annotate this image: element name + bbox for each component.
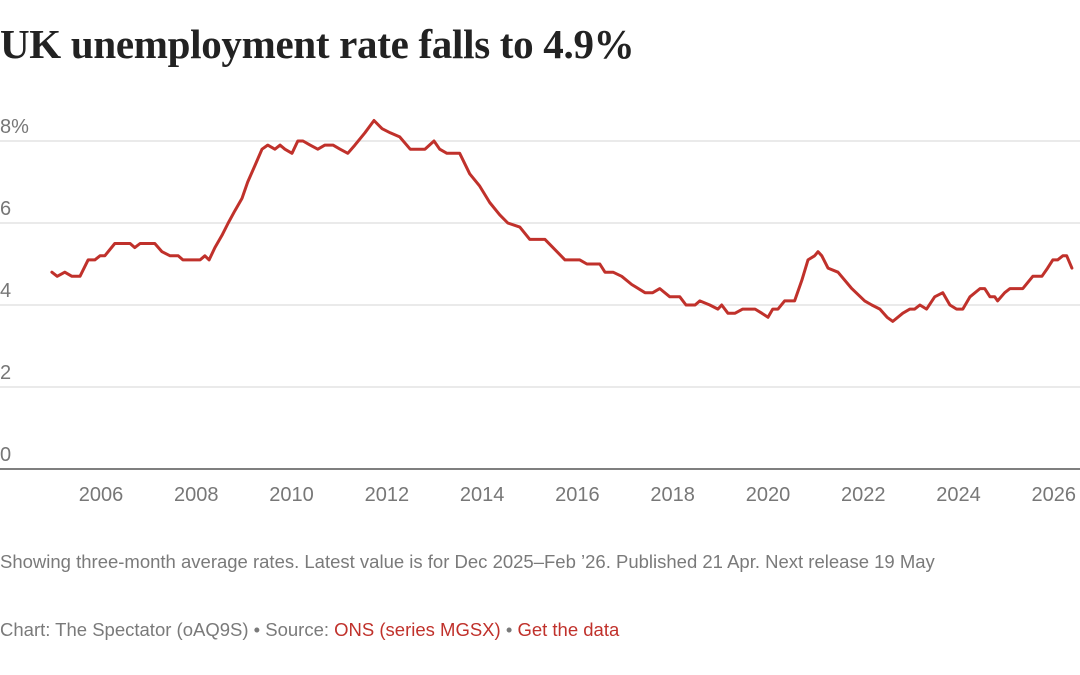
gridlines [0,140,1080,388]
x-tick-label: 2018 [650,484,695,506]
x-tick-label: 2012 [365,484,410,506]
x-tick-label: 2010 [269,484,314,506]
x-tick-label: 2024 [936,484,981,506]
x-tick-label: 2008 [174,484,219,506]
x-tick-label: 2020 [746,484,791,506]
y-tick-label: 2 [0,362,11,384]
y-tick-label: 4 [0,280,11,302]
y-tick-label: 8% [0,116,29,138]
credit-prefix: Chart: The Spectator (oAQ9S) • Source: [0,619,335,640]
y-tick-label: 0 [0,444,11,466]
chart-credit: Chart: The Spectator (oAQ9S) • Source: O… [0,616,1070,644]
x-axis-tick-labels: 2006 2008 2010 2012 2014 2016 2018 2020 2022 2024… [79,484,1076,506]
credit-separator: • [500,619,518,640]
x-tick-label: 2006 [79,484,124,506]
source-link[interactable]: ONS (series MGSX) [334,619,501,640]
x-tick-label: 2016 [555,484,600,506]
y-axis-tick-labels: 0 2 4 6 8% [0,116,29,466]
chart-title: UK unemployment rate falls to 4.9% [0,21,635,67]
x-tick-label: 2014 [460,484,505,506]
y-tick-label: 6 [0,198,11,220]
unemployment-rate-line [50,119,1074,323]
get-data-link[interactable]: Get the data [517,619,620,640]
x-tick-label: 2022 [841,484,886,506]
x-tick-label: 2026 [1032,484,1077,506]
chart-note: Showing three-month average rates. Lates… [0,551,935,572]
